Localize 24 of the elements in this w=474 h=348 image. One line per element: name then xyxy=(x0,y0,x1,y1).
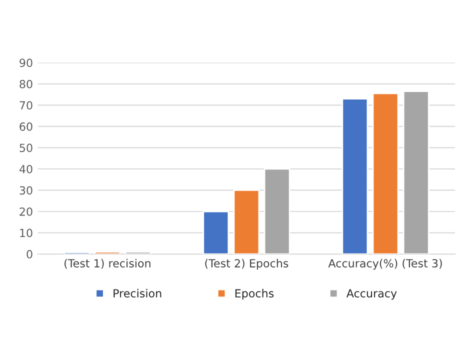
y-tick-label: 80 xyxy=(20,80,32,88)
y-tick-label: 0 xyxy=(26,250,32,258)
y-tick-label: 50 xyxy=(20,144,32,152)
legend-label: Epochs xyxy=(235,288,274,300)
bar xyxy=(202,210,230,254)
legend-label: Precision xyxy=(114,288,162,298)
y-tick-label: 10 xyxy=(20,228,32,238)
bar xyxy=(124,251,152,254)
bar xyxy=(342,98,368,254)
bar xyxy=(372,92,399,254)
bar xyxy=(402,90,430,254)
y-tick-label: 40 xyxy=(19,164,32,174)
bar xyxy=(94,251,121,254)
x-tick-label: (Test 1) recision xyxy=(64,258,150,269)
bar xyxy=(233,190,260,254)
x-tick-label: (Test 2) Epochs xyxy=(205,258,288,270)
bar xyxy=(264,168,290,254)
x-tick-label: Accuracy(%) (Test 3) xyxy=(328,258,442,270)
y-tick-label: 70 xyxy=(20,101,32,110)
y-tick-label: 90 xyxy=(20,58,32,68)
y-tick-label: 30 xyxy=(20,186,32,195)
y-tick-label: 20 xyxy=(20,207,32,216)
y-tick-label: 60 xyxy=(20,122,32,131)
legend-label: Accuracy xyxy=(346,289,397,300)
